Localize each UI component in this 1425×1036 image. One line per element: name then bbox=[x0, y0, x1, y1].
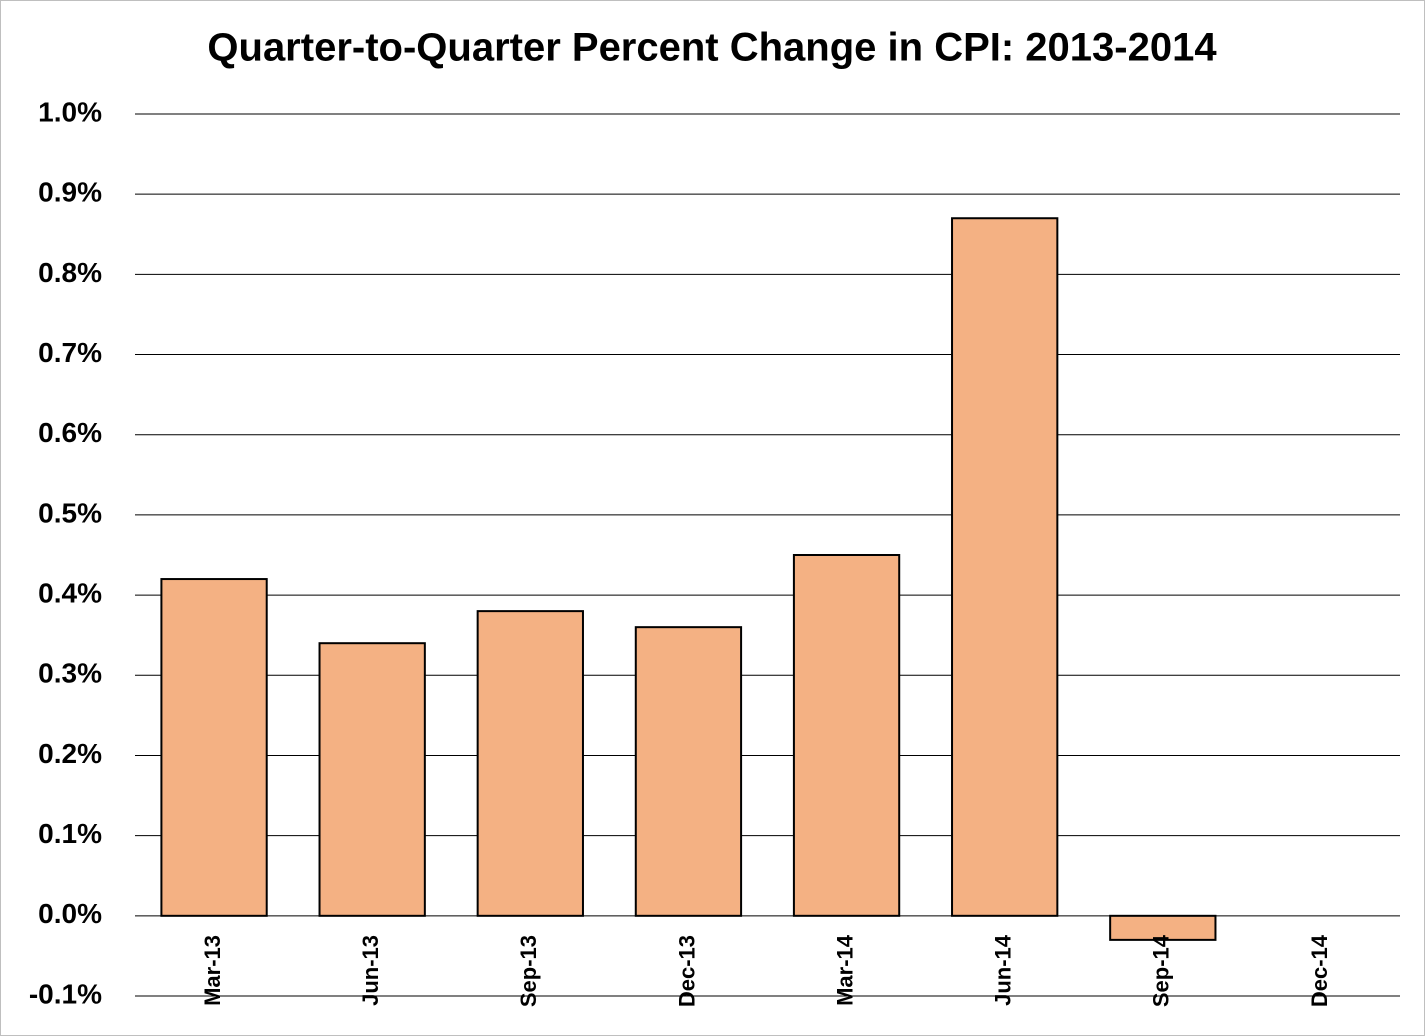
bar bbox=[160, 578, 268, 917]
y-tick-label: 0.2% bbox=[38, 738, 102, 769]
y-tick-label: 0.3% bbox=[38, 658, 102, 689]
bar bbox=[1109, 914, 1217, 941]
bar bbox=[634, 626, 743, 917]
y-tick-label: 0.0% bbox=[38, 898, 102, 929]
bar bbox=[318, 642, 426, 917]
y-tick-label: 0.9% bbox=[38, 177, 102, 208]
y-tick-label: -0.1% bbox=[29, 978, 102, 1009]
x-tick-label: Sep-14 bbox=[1149, 934, 1174, 1007]
bar bbox=[951, 217, 1059, 917]
y-tick-label: 1.0% bbox=[38, 96, 102, 127]
x-tick-label: Dec-14 bbox=[1307, 934, 1332, 1007]
chart-title: Quarter-to-Quarter Percent Change in CPI… bbox=[207, 26, 1217, 70]
y-tick-label: 0.5% bbox=[38, 497, 102, 528]
bar bbox=[792, 554, 901, 917]
x-tick-label: Dec-13 bbox=[674, 935, 699, 1007]
bar bbox=[476, 610, 584, 917]
y-tick-label: 0.4% bbox=[38, 577, 102, 608]
y-tick-label: 0.7% bbox=[38, 337, 102, 368]
x-tick-label: Sep-13 bbox=[516, 935, 541, 1007]
x-tick-label: Jun-14 bbox=[991, 934, 1016, 1006]
x-tick-label: Jun-13 bbox=[358, 935, 383, 1006]
x-tick-label: Mar-13 bbox=[200, 935, 225, 1006]
y-tick-label: 0.6% bbox=[38, 417, 102, 448]
y-tick-label: 0.8% bbox=[38, 257, 102, 288]
y-tick-label: 0.1% bbox=[38, 818, 102, 849]
x-tick-label: Mar-14 bbox=[832, 934, 857, 1006]
